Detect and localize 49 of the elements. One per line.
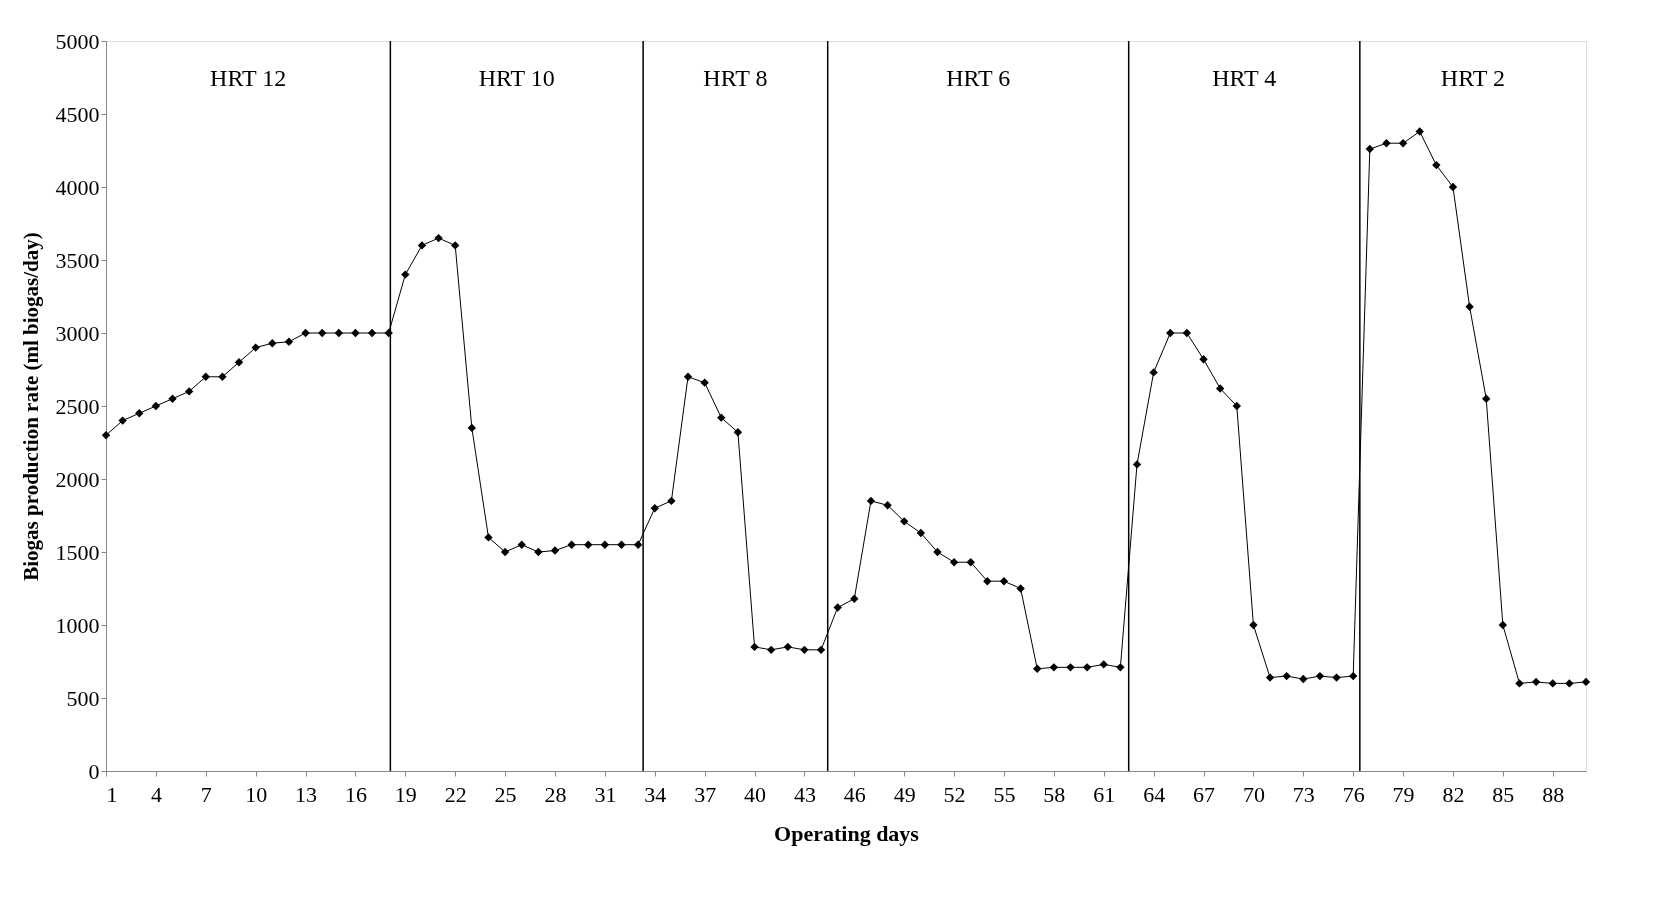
x-tick-label: 37 <box>694 781 717 807</box>
x-tick-label: 10 <box>245 781 268 807</box>
x-tick-label: 76 <box>1342 781 1365 807</box>
annotation: HRT 12 <box>210 65 287 91</box>
x-axis-title: Operating days <box>774 820 920 846</box>
x-tick-label: 46 <box>843 781 866 807</box>
x-tick-label: 4 <box>150 781 162 807</box>
annotation: HRT 6 <box>946 65 1011 91</box>
x-tick-label: 64 <box>1143 781 1166 807</box>
annotation: HRT 10 <box>478 65 555 91</box>
y-tick-label: 1500 <box>55 539 100 565</box>
x-tick-label: 25 <box>494 781 517 807</box>
x-tick-label: 1 <box>106 781 118 807</box>
x-tick-label: 85 <box>1492 781 1515 807</box>
x-tick-label: 34 <box>644 781 667 807</box>
y-tick-label: 500 <box>66 685 100 711</box>
annotation: HRT 4 <box>1212 65 1277 91</box>
y-tick-label: 0 <box>88 758 100 784</box>
y-tick-label: 2000 <box>55 466 100 492</box>
x-tick-label: 55 <box>993 781 1016 807</box>
x-tick-label: 88 <box>1542 781 1565 807</box>
x-tick-label: 79 <box>1392 781 1415 807</box>
y-tick-label: 4000 <box>55 174 100 200</box>
y-tick-label: 5000 <box>55 28 100 54</box>
x-tick-label: 58 <box>1043 781 1066 807</box>
y-tick-label: 4500 <box>55 101 100 127</box>
y-tick-label: 3000 <box>55 320 100 346</box>
x-tick-label: 13 <box>295 781 318 807</box>
x-tick-label: 40 <box>744 781 767 807</box>
x-tick-label: 28 <box>544 781 567 807</box>
x-tick-label: 16 <box>344 781 367 807</box>
y-tick-label: 3500 <box>55 247 100 273</box>
x-tick-label: 43 <box>793 781 816 807</box>
x-tick-label: 22 <box>444 781 467 807</box>
x-tick-label: 82 <box>1442 781 1465 807</box>
x-tick-label: 7 <box>200 781 212 807</box>
y-tick-label: 1000 <box>55 612 100 638</box>
x-tick-label: 61 <box>1093 781 1116 807</box>
x-tick-label: 70 <box>1242 781 1265 807</box>
x-tick-label: 73 <box>1292 781 1315 807</box>
x-tick-label: 52 <box>943 781 966 807</box>
y-tick-label: 2500 <box>55 393 100 419</box>
annotation: HRT 2 <box>1440 65 1505 91</box>
x-tick-label: 67 <box>1193 781 1216 807</box>
x-tick-label: 49 <box>893 781 916 807</box>
x-tick-label: 19 <box>394 781 417 807</box>
y-axis-title: Biogas production rate (ml biogas/day) <box>18 232 43 581</box>
annotation: HRT 8 <box>703 65 768 91</box>
x-tick-label: 31 <box>594 781 617 807</box>
